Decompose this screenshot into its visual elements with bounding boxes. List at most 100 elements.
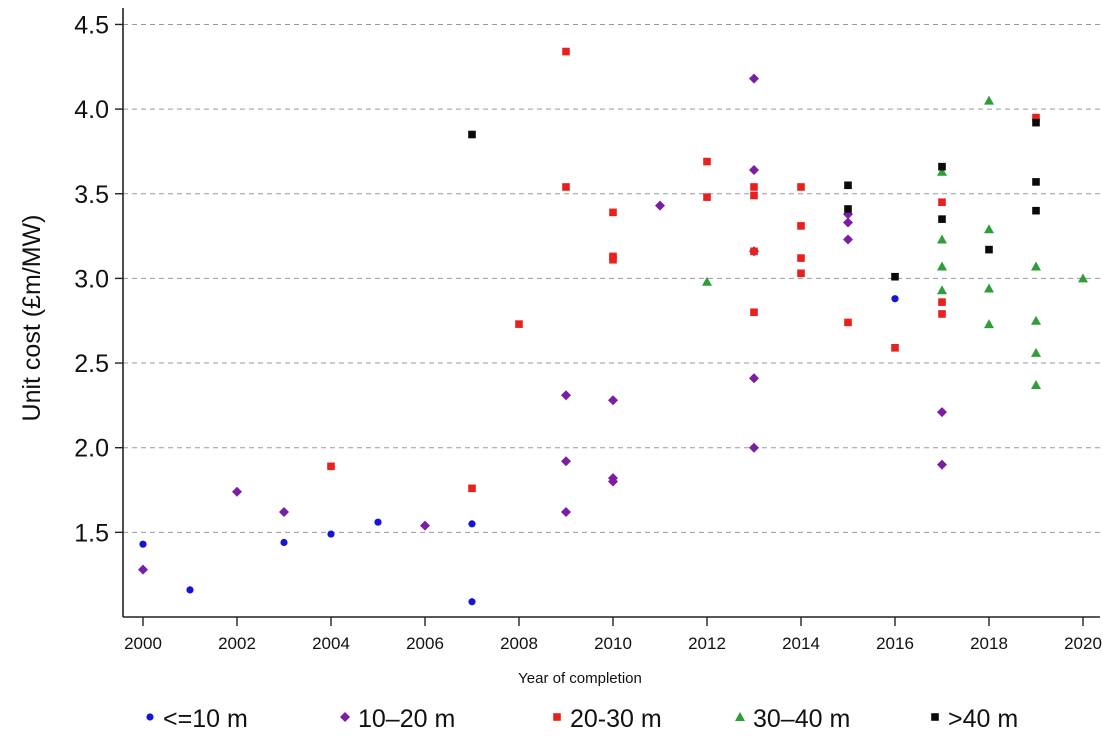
data-point: [938, 198, 946, 207]
legend-item: >40 m: [931, 705, 1018, 733]
data-point: [1031, 347, 1041, 357]
data-point: [937, 407, 947, 418]
data-point: [844, 181, 852, 190]
y-tick-label: 4.5: [74, 11, 109, 39]
data-point: [1032, 206, 1040, 215]
legend-marker: [553, 713, 561, 721]
legend-label: 10–20 m: [358, 705, 455, 733]
data-point: [750, 247, 758, 256]
data-point: [703, 193, 711, 201]
x-tick-label: 2016: [876, 634, 914, 653]
data-point: [844, 318, 852, 327]
data-point: [139, 540, 147, 548]
data-point: [938, 298, 946, 306]
data-point: [797, 254, 805, 262]
series-4: [468, 118, 1040, 281]
y-tick-label: 1.5: [74, 519, 109, 547]
x-tick-label: 2018: [970, 634, 1008, 653]
data-points: [138, 47, 1088, 606]
data-point: [937, 459, 947, 470]
data-point: [702, 276, 712, 286]
legend-item: 20-30 m: [553, 705, 662, 733]
data-point: [562, 47, 570, 56]
data-point: [750, 183, 758, 191]
data-point: [938, 162, 946, 171]
gridlines: [123, 23, 1100, 533]
legend-marker: [931, 713, 939, 721]
y-tick-label: 2.0: [74, 435, 109, 463]
data-point: [562, 183, 570, 191]
legend-item: 10–20 m: [340, 705, 455, 733]
data-point: [984, 319, 994, 329]
x-tick-label: 2012: [688, 634, 726, 653]
data-point: [1078, 273, 1088, 283]
data-point: [374, 518, 382, 526]
data-point: [984, 224, 994, 234]
data-point: [797, 222, 805, 230]
data-point: [279, 507, 289, 518]
data-point: [609, 255, 617, 264]
data-point: [608, 476, 618, 487]
data-point: [984, 283, 994, 293]
data-point: [937, 234, 947, 244]
data-point: [891, 272, 899, 281]
legend-marker: [340, 712, 350, 722]
data-point: [609, 208, 617, 217]
data-point: [561, 456, 571, 467]
x-tick-label: 2006: [406, 634, 444, 653]
data-point: [327, 462, 335, 471]
data-point: [468, 130, 476, 139]
data-point: [749, 373, 759, 384]
data-point: [938, 310, 946, 318]
data-point: [561, 507, 571, 518]
data-point: [280, 538, 288, 547]
data-point: [749, 442, 759, 453]
x-tick-label: 2008: [500, 634, 538, 653]
data-point: [608, 395, 618, 406]
y-axis-title: Unit cost (£m/MW): [18, 215, 46, 422]
data-point: [843, 234, 853, 245]
y-tick-label: 4.0: [74, 96, 109, 124]
data-point: [984, 95, 994, 105]
y-tick-label: 2.5: [74, 350, 109, 378]
data-point: [891, 295, 899, 303]
legend-label: 20-30 m: [570, 705, 662, 733]
data-point: [1031, 380, 1041, 390]
data-point: [1032, 118, 1040, 127]
x-tick-label: 2002: [218, 634, 256, 653]
series-0: [139, 295, 899, 606]
data-point: [750, 308, 758, 317]
x-axis-title: Year of completion: [518, 670, 642, 687]
data-point: [655, 200, 665, 211]
legend-label: <=10 m: [163, 705, 248, 733]
data-point: [937, 166, 947, 176]
data-point: [186, 586, 194, 594]
data-point: [420, 520, 430, 531]
x-tick-label: 2014: [782, 634, 820, 653]
data-point: [468, 598, 476, 606]
data-point: [232, 486, 242, 497]
series-1: [138, 73, 947, 575]
series-2: [327, 47, 1040, 493]
x-tick-label: 2010: [594, 634, 632, 653]
y-tick-label: 3.0: [74, 265, 109, 293]
data-point: [1031, 261, 1041, 271]
series-3: [702, 95, 1088, 390]
data-point: [985, 245, 993, 254]
legend: <=10 m 10–20 m 20-30 m 30–40 m >40 m: [146, 705, 1018, 733]
legend-label: 30–40 m: [753, 705, 850, 733]
x-tick-label: 2004: [312, 634, 350, 653]
data-point: [749, 165, 759, 176]
x-tick-label: 2020: [1064, 634, 1102, 653]
legend-marker: [146, 713, 154, 721]
data-point: [843, 217, 853, 228]
data-point: [844, 205, 852, 213]
data-point: [468, 520, 476, 528]
data-point: [937, 285, 947, 295]
data-point: [891, 344, 899, 352]
data-point: [1032, 113, 1040, 122]
y-tick-label: 3.5: [74, 181, 109, 209]
data-point: [468, 484, 476, 493]
data-point: [138, 564, 148, 575]
